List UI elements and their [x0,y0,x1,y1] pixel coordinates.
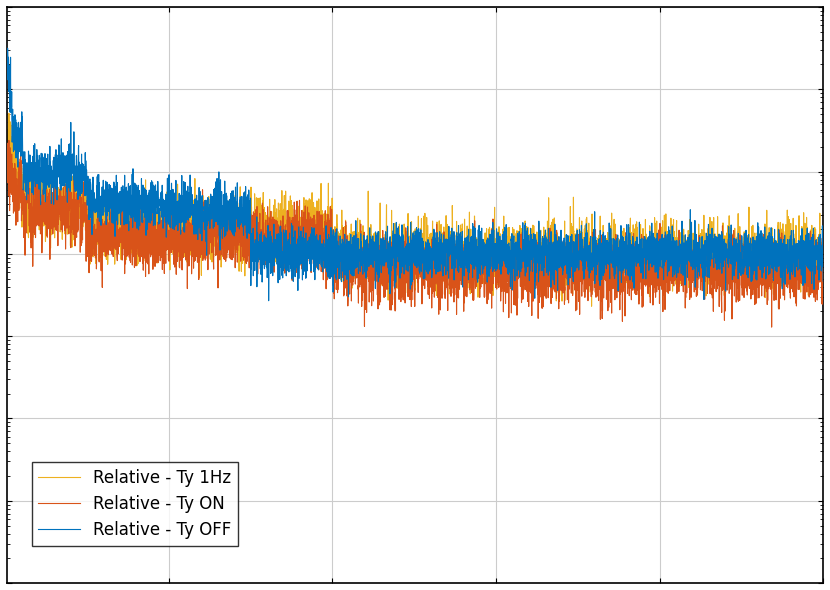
Relative - Ty 1Hz [150,198,160,205]
Line: Relative - Ty ON: Relative - Ty ON [7,140,823,327]
Line: Relative - Ty 1Hz: Relative - Ty 1Hz [7,48,823,301]
Relative - Ty OFF [611,242,621,249]
Relative - Ty 1Hz [533,249,543,256]
Relative - Ty 1Hz [491,244,501,251]
Relative - Ty OFF [818,278,828,286]
Relative - Ty 1Hz [818,277,828,284]
Relative - Ty 1Hz [611,240,621,247]
Relative - Ty OFF [511,305,521,312]
Relative - Ty ON [818,256,828,263]
Legend: Relative - Ty 1Hz, Relative - Ty ON, Relative - Ty OFF: Relative - Ty 1Hz, Relative - Ty ON, Rel… [32,462,238,546]
Relative - Ty OFF [2,107,12,114]
Relative - Ty OFF [533,240,543,247]
Relative - Ty ON [2,162,12,169]
Line: Relative - Ty OFF: Relative - Ty OFF [7,111,823,309]
Relative - Ty OFF [673,254,683,261]
Relative - Ty ON [533,270,543,277]
Relative - Ty 1Hz [673,242,683,250]
Relative - Ty OFF [314,195,324,202]
Relative - Ty OFF [491,267,501,274]
Relative - Ty 1Hz [264,297,274,304]
Relative - Ty ON [611,240,621,247]
Relative - Ty ON [4,137,14,144]
Relative - Ty OFF [150,250,160,257]
Relative - Ty 1Hz [314,238,324,245]
Relative - Ty ON [767,323,777,330]
Relative - Ty 1Hz [2,72,12,79]
Relative - Ty ON [673,274,683,281]
Relative - Ty ON [314,242,324,250]
Relative - Ty ON [491,257,501,264]
Relative - Ty 1Hz [2,45,12,52]
Relative - Ty ON [150,206,160,214]
